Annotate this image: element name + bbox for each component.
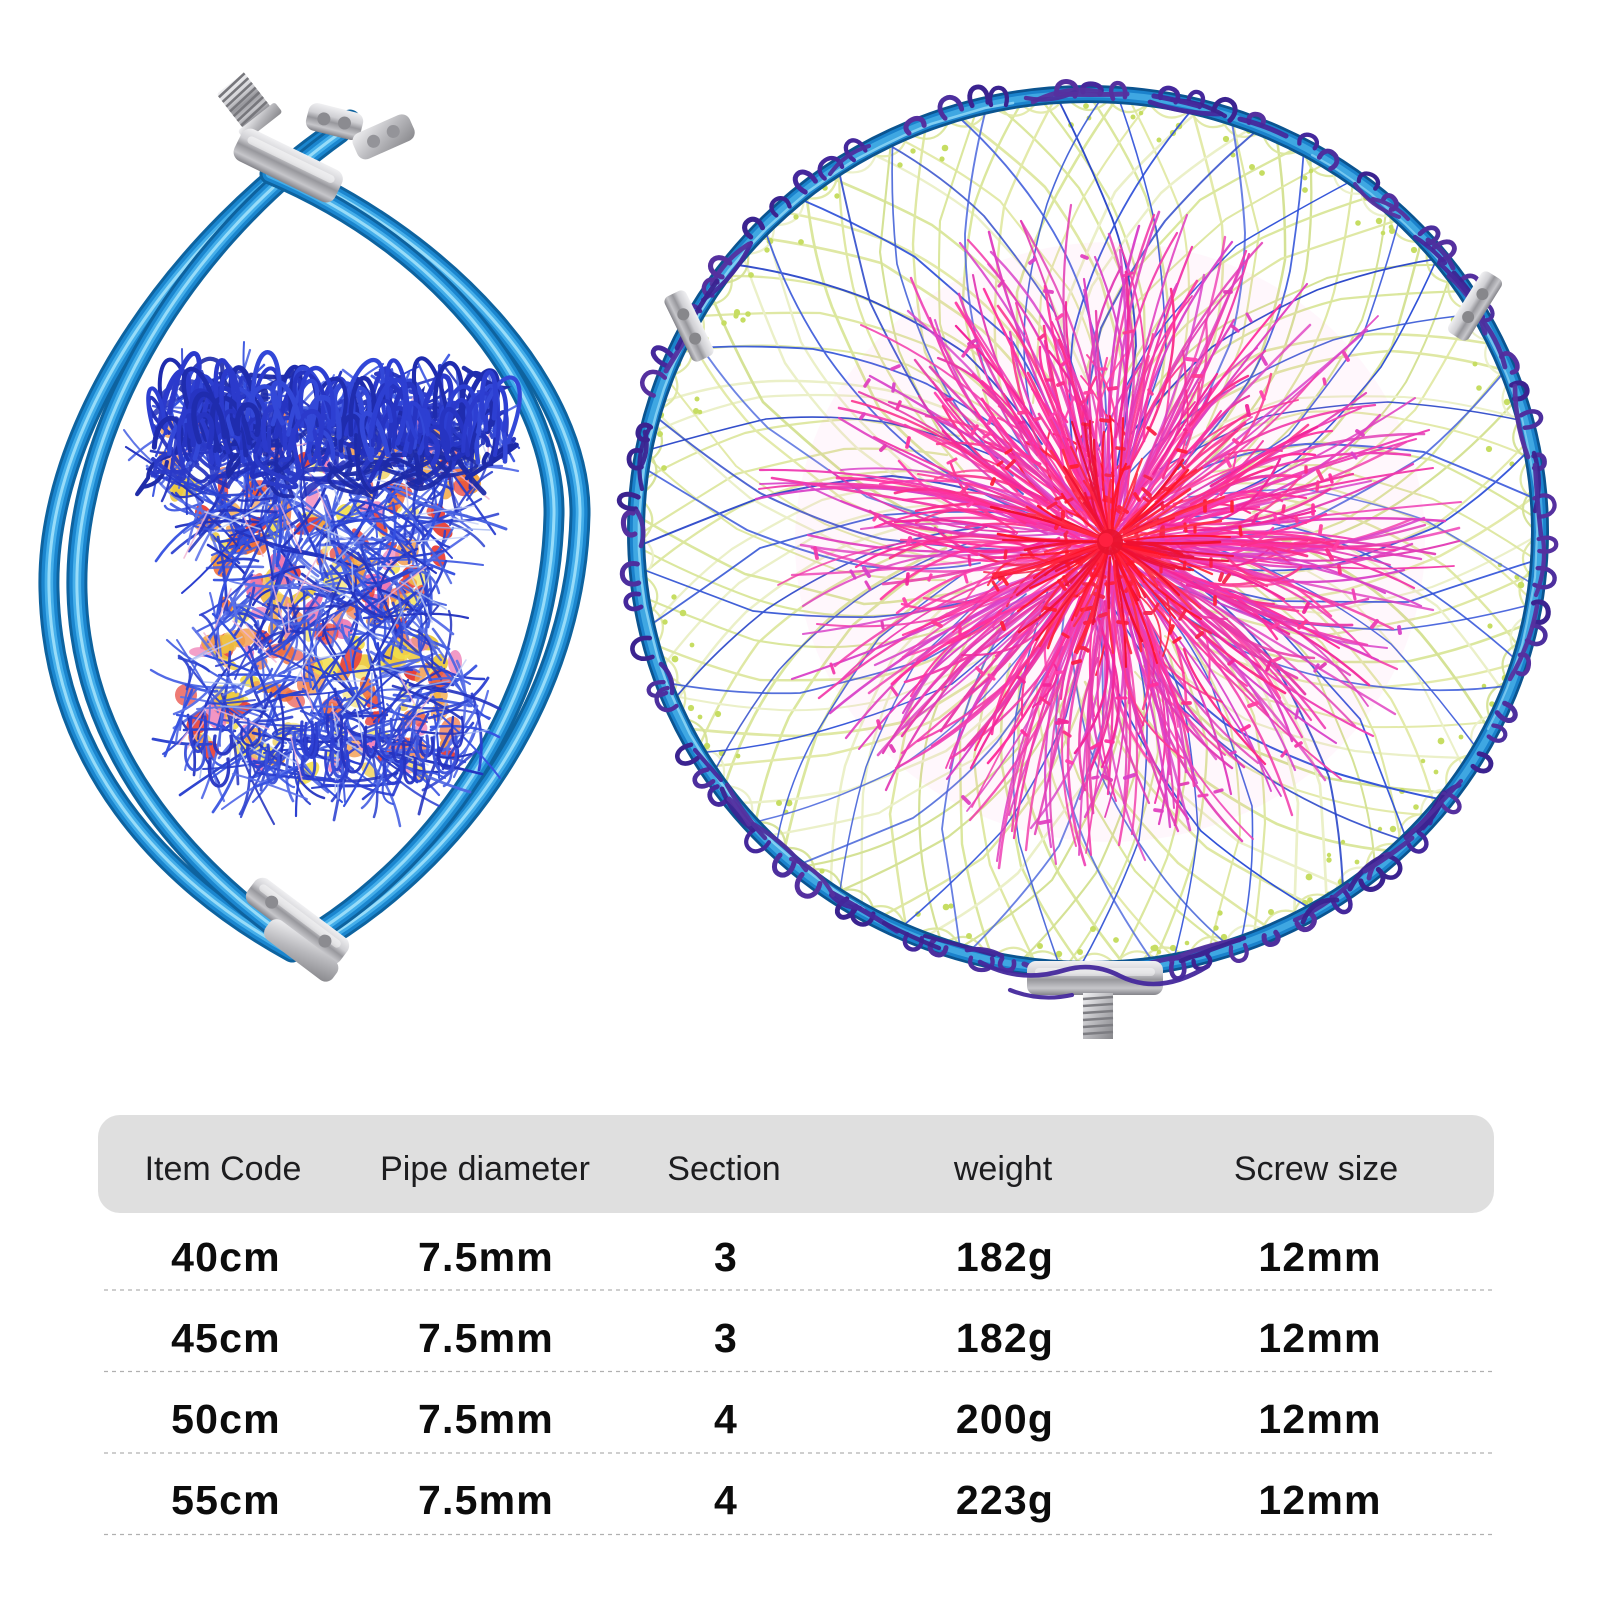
svg-text:4: 4 [714,1477,738,1523]
svg-text:7.5mm: 7.5mm [418,1234,554,1280]
svg-text:12mm: 12mm [1258,1477,1381,1523]
svg-text:45cm: 45cm [171,1315,281,1361]
svg-text:Screw size: Screw size [1234,1150,1398,1188]
svg-text:Section: Section [667,1150,780,1188]
svg-text:40cm: 40cm [171,1234,281,1280]
svg-text:50cm: 50cm [171,1396,281,1442]
svg-text:7.5mm: 7.5mm [418,1396,554,1442]
svg-text:12mm: 12mm [1258,1315,1381,1361]
svg-text:Item Code: Item Code [145,1150,302,1188]
svg-text:12mm: 12mm [1258,1234,1381,1280]
svg-text:7.5mm: 7.5mm [418,1315,554,1361]
svg-text:3: 3 [714,1315,738,1361]
svg-text:12mm: 12mm [1258,1396,1381,1442]
svg-text:223g: 223g [956,1477,1054,1523]
svg-text:55cm: 55cm [171,1477,281,1523]
svg-text:200g: 200g [956,1396,1054,1442]
svg-text:182g: 182g [956,1234,1054,1280]
svg-text:182g: 182g [956,1315,1054,1361]
svg-text:7.5mm: 7.5mm [418,1477,554,1523]
svg-text:4: 4 [714,1396,738,1442]
svg-text:Pipe diameter: Pipe diameter [380,1150,590,1188]
svg-text:3: 3 [714,1234,738,1280]
svg-text:weight: weight [953,1150,1053,1188]
